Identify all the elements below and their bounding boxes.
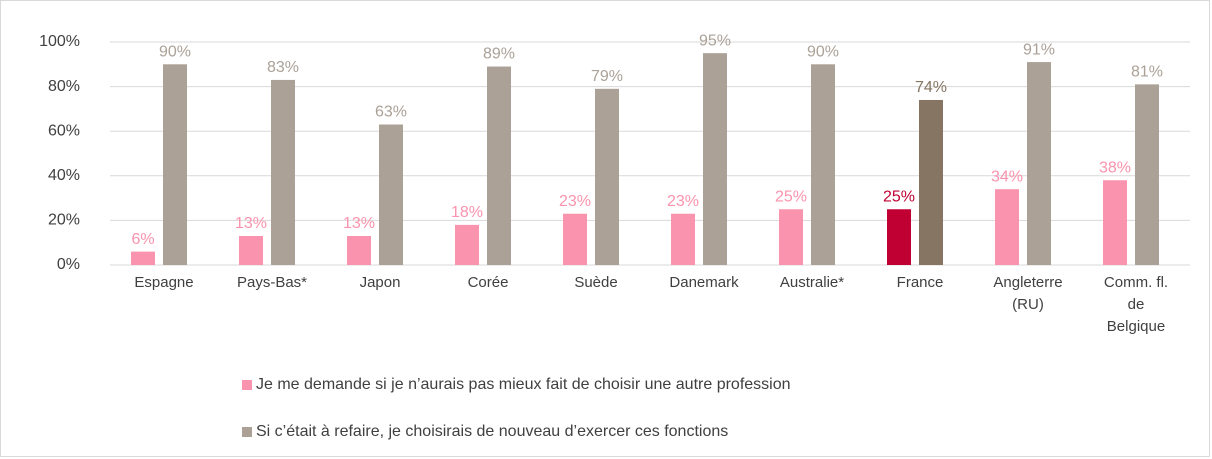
bar xyxy=(671,213,695,265)
legend-label: Je me demande si je n’aurais pas mieux f… xyxy=(256,376,791,393)
bar xyxy=(919,99,943,265)
bar xyxy=(779,209,803,265)
y-tick-label: 0% xyxy=(57,256,80,273)
data-label: 81% xyxy=(1131,64,1163,81)
bar xyxy=(271,79,295,265)
bar xyxy=(995,189,1019,265)
data-label: 63% xyxy=(375,104,407,121)
x-tick-label-box: Suède xyxy=(574,274,618,291)
x-tick-label: Corée xyxy=(467,274,509,291)
x-tick-label: Pays-Bas* xyxy=(236,274,308,291)
data-label: 74% xyxy=(915,79,947,96)
bar xyxy=(455,224,479,265)
x-tick-label-box: Espagne xyxy=(134,274,194,291)
data-label: 25% xyxy=(775,188,807,205)
x-tick-label: Espagne xyxy=(134,274,194,291)
bar xyxy=(1103,180,1127,265)
x-tick-label: Angleterre (RU) xyxy=(993,274,1063,313)
x-tick-label-box: Danemark xyxy=(669,274,739,291)
bar xyxy=(703,53,727,266)
bar xyxy=(487,66,511,265)
y-tick-label: 80% xyxy=(48,78,80,95)
bar xyxy=(347,236,371,265)
x-tick-label-box: Angleterre (RU) xyxy=(993,274,1063,313)
bar xyxy=(811,64,835,265)
x-tick-label: Japon xyxy=(359,274,401,291)
bar xyxy=(563,213,587,265)
bar xyxy=(887,209,911,265)
data-label: 25% xyxy=(883,188,915,205)
data-label: 18% xyxy=(451,204,483,221)
bar xyxy=(163,64,187,265)
y-tick-label: 40% xyxy=(48,167,80,184)
data-label: 83% xyxy=(267,59,299,76)
bar xyxy=(1135,84,1159,266)
data-label: 79% xyxy=(591,68,623,85)
bar xyxy=(595,88,619,265)
data-label: 13% xyxy=(235,215,267,232)
bar xyxy=(1027,62,1051,265)
bar xyxy=(131,251,155,265)
legend-swatch xyxy=(242,380,252,390)
x-tick-label-box: Comm. fl. de Belgique xyxy=(1103,274,1169,335)
y-tick-label: 100% xyxy=(39,33,80,50)
x-tick-label: Danemark xyxy=(669,274,739,291)
legend-swatch xyxy=(242,427,252,437)
data-label: 13% xyxy=(343,215,375,232)
x-tick-label-box: France xyxy=(896,274,944,291)
x-tick-label-box: Japon xyxy=(359,274,401,291)
data-label: 90% xyxy=(807,44,839,61)
x-tick-label-box: Corée xyxy=(467,274,509,291)
data-label: 34% xyxy=(991,168,1023,185)
data-label: 23% xyxy=(559,193,591,210)
x-tick-label: Suède xyxy=(574,274,618,291)
data-label: 90% xyxy=(159,44,191,61)
data-label: 91% xyxy=(1023,41,1055,58)
data-label: 38% xyxy=(1099,159,1131,176)
y-tick-label: 20% xyxy=(48,212,80,229)
legend-label: Si c’était à refaire, je choisirais de n… xyxy=(256,423,728,440)
y-tick-label: 60% xyxy=(48,122,80,139)
bar xyxy=(239,236,263,265)
x-tick-label: Australie* xyxy=(779,274,845,291)
x-tick-label-box: Australie* xyxy=(779,274,845,291)
x-tick-label-box: Pays-Bas* xyxy=(236,274,308,291)
x-tick-label: Comm. fl. de Belgique xyxy=(1103,274,1169,335)
data-label: 23% xyxy=(667,193,699,210)
x-tick-label: France xyxy=(896,274,944,291)
data-label: 95% xyxy=(699,32,731,49)
data-label: 6% xyxy=(131,231,154,248)
data-label: 89% xyxy=(483,46,515,63)
bar xyxy=(379,124,403,265)
